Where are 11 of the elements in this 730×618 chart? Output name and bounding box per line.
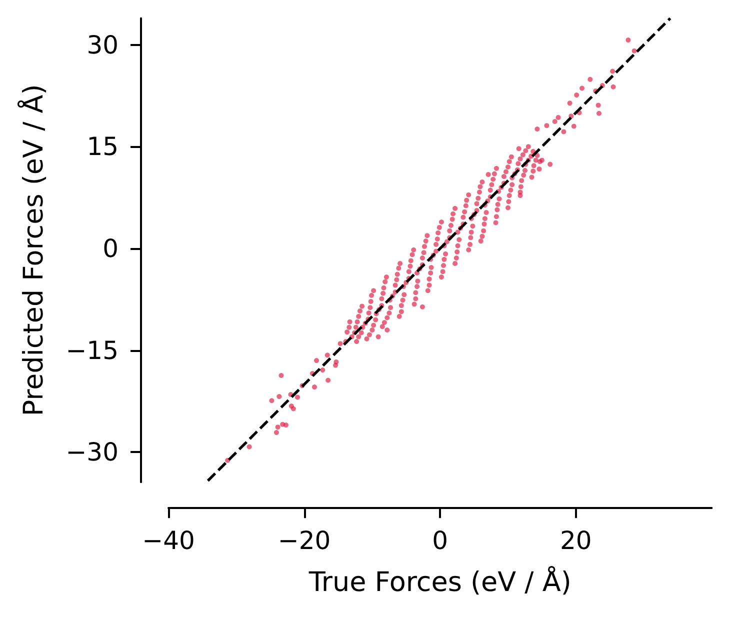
y-tick-label: 15 [86, 132, 118, 162]
y-tick-label: −15 [66, 336, 118, 365]
x-tick-label: −20 [278, 526, 331, 556]
x-axis-title: True Forces (eV / Å) [308, 565, 572, 598]
y-tick-label: 30 [86, 30, 118, 60]
x-tick-label: 0 [432, 526, 448, 556]
y-axis-title: Predicted Forces (eV / Å) [16, 84, 50, 416]
y-tick-label: −30 [66, 438, 118, 467]
x-tick-label: 20 [560, 526, 592, 556]
y-tick-label: 0 [102, 234, 118, 263]
x-tick-label: −40 [142, 526, 195, 556]
